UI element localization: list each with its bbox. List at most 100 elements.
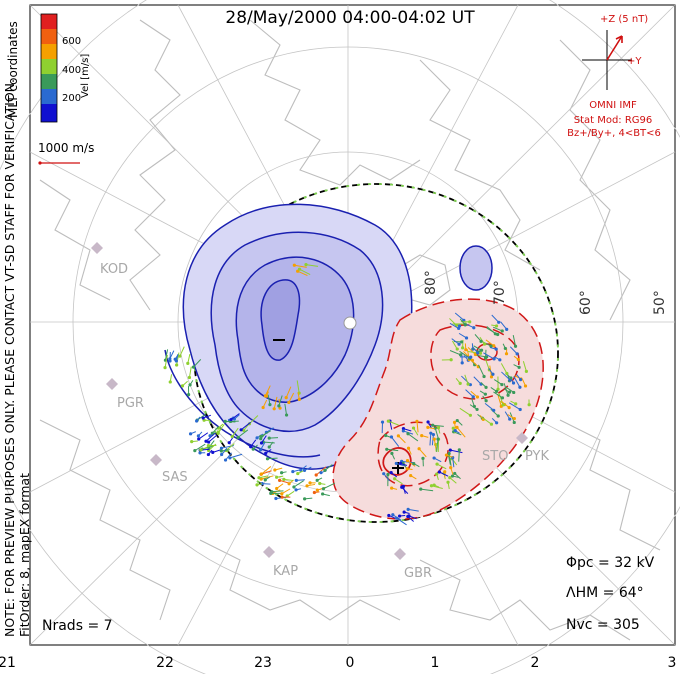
velocity-vector xyxy=(436,463,447,470)
velocity-vector xyxy=(264,385,271,397)
velocity-vector xyxy=(498,393,504,406)
velocity-vector xyxy=(281,471,287,474)
velocity-vector xyxy=(479,415,484,420)
velocity-vector xyxy=(497,393,502,407)
velocity-vector xyxy=(404,511,410,514)
latitude-label-50: 50° xyxy=(652,290,668,315)
velocity-vector xyxy=(450,449,463,454)
velocity-vector xyxy=(296,380,300,394)
colorbar-segment-2 xyxy=(41,29,57,44)
velocity-vector xyxy=(200,446,208,451)
radar-site-pyk-marker xyxy=(516,432,528,444)
velocity-vector xyxy=(386,448,399,452)
velocity-vector xyxy=(449,322,459,329)
velocity-vector xyxy=(401,486,409,494)
velocity-vector xyxy=(305,264,319,267)
velocity-vector xyxy=(285,386,292,398)
velocity-vector xyxy=(432,424,444,427)
colorbar-segment-4 xyxy=(41,59,57,74)
velocity-vector-layer xyxy=(163,263,531,526)
velocity-vector xyxy=(306,483,316,487)
velocity-vector xyxy=(502,343,506,349)
velocity-vector xyxy=(391,436,400,447)
radar-label-gbr: GBR xyxy=(404,566,433,581)
velocity-vector xyxy=(225,420,236,423)
velocity-vector xyxy=(252,444,258,450)
pole-marker xyxy=(343,316,357,330)
reference-vector-label: 1000 m/s xyxy=(38,141,95,155)
velocity-vector xyxy=(510,400,516,405)
vector-origin xyxy=(175,363,179,367)
velocity-vector xyxy=(189,380,194,386)
velocity-vector xyxy=(473,345,482,351)
velocity-vector xyxy=(193,359,202,368)
radar-label-pyk: PYK xyxy=(525,449,550,464)
velocity-vector xyxy=(221,447,228,455)
velocity-vector xyxy=(281,488,291,495)
dawn-cell-contour-2 xyxy=(430,324,520,400)
velocity-vector xyxy=(179,346,185,357)
velocity-vector xyxy=(427,421,432,429)
velocity-vector xyxy=(198,432,209,440)
velocity-vector xyxy=(494,356,501,361)
velocity-vector xyxy=(198,431,203,437)
colorbar-segment-7 xyxy=(41,104,57,122)
velocity-vector xyxy=(456,420,463,426)
velocity-vector xyxy=(400,462,408,466)
velocity-vector xyxy=(383,473,391,482)
velocity-vector xyxy=(391,453,396,460)
velocity-vector xyxy=(258,475,269,479)
velocity-vector xyxy=(470,390,478,398)
velocity-vector xyxy=(391,487,398,490)
velocity-vector xyxy=(490,408,499,417)
velocity-vector xyxy=(451,338,460,345)
velocity-vector xyxy=(265,449,272,454)
velocity-vector xyxy=(500,321,508,330)
velocity-vector xyxy=(493,379,503,385)
velocity-vector xyxy=(449,350,461,356)
velocity-vector xyxy=(478,364,485,377)
velocity-vector xyxy=(304,466,312,471)
velocity-vector xyxy=(455,377,461,384)
velocity-vector xyxy=(194,443,206,452)
radar-site-pgr-marker xyxy=(106,378,118,390)
velocity-vector xyxy=(231,427,239,437)
velocity-vector xyxy=(473,376,482,385)
velocity-vector xyxy=(295,488,302,491)
velocity-vector xyxy=(265,476,271,481)
velocity-vector xyxy=(454,422,456,429)
imf-dial xyxy=(582,30,632,90)
velocity-vector xyxy=(323,482,336,490)
velocity-vector xyxy=(513,364,520,368)
velocity-vector xyxy=(413,463,420,468)
velocity-vector xyxy=(500,363,508,374)
velocity-vector xyxy=(452,340,458,350)
velocity-vector xyxy=(249,415,259,425)
imf-source: OMNI IMF xyxy=(589,100,637,111)
velocity-vector xyxy=(304,497,313,500)
velocity-vector xyxy=(266,427,274,433)
colorbar-tick-400: 400 xyxy=(62,65,82,76)
velocity-vector xyxy=(408,448,412,455)
velocity-vector xyxy=(265,391,269,397)
velocity-vector xyxy=(234,414,240,420)
colorbar-tick-200: 200 xyxy=(62,93,82,104)
velocity-vector xyxy=(507,414,515,419)
velocity-vector xyxy=(319,483,326,485)
velocity-vector xyxy=(509,346,518,355)
vector-origin xyxy=(198,451,202,455)
reference-vector-origin xyxy=(38,161,42,165)
velocity-vector xyxy=(454,473,461,480)
velocity-vector xyxy=(276,475,284,478)
velocity-vector xyxy=(267,457,278,460)
velocity-vector xyxy=(436,439,439,452)
velocity-vector xyxy=(187,353,191,364)
vector-origin xyxy=(186,361,190,365)
velocity-vector xyxy=(188,366,192,378)
watermark-note: NOTE: FOR PREVIEW PURPOSES ONLY. PLEASE … xyxy=(2,79,17,637)
velocity-vector xyxy=(480,381,487,388)
velocity-vector xyxy=(164,354,168,368)
velocity-vector xyxy=(276,483,284,489)
velocity-vector xyxy=(273,396,278,409)
